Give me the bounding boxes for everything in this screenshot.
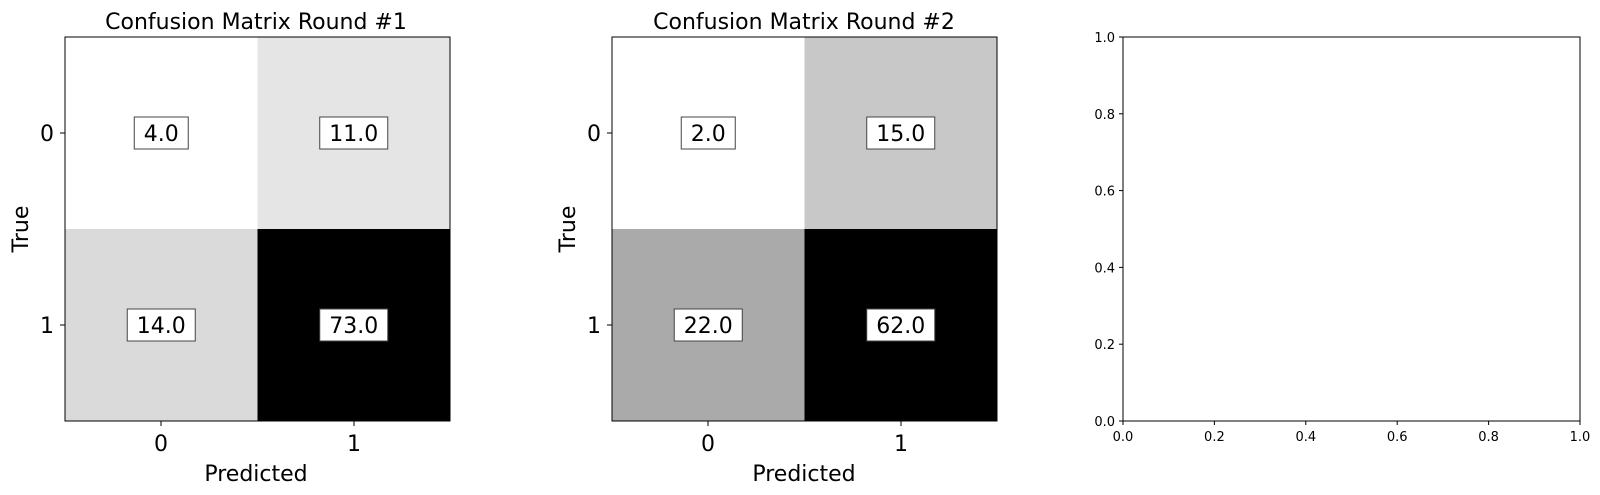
chart-2-cells: 2.0 15.0 22.0 62.0 <box>612 37 997 421</box>
chart-2-value-label-box-0-0 <box>680 116 736 150</box>
chart-3-x-tick-label-2: 0.4 <box>1295 430 1316 445</box>
chart-1-y-axis-label: True <box>9 206 34 254</box>
chart-2-x-tick-label-0: 0 <box>701 432 715 457</box>
chart-1-value-label-box-0-0 <box>133 116 189 150</box>
chart-3-y-tick-label-2: 0.4 <box>1094 261 1115 276</box>
chart-1-value-label-box-1-1 <box>319 308 389 342</box>
chart-3-y-tick-label-0: 0.0 <box>1094 415 1115 430</box>
confusion-matrix-round-2-panel: Confusion Matrix Round #2 2.0 15.0 22.0 62.… <box>556 10 998 487</box>
chart-2-x-tick-label-1: 1 <box>894 432 908 457</box>
chart-2-y-tick-label-0: 0 <box>587 122 601 147</box>
chart-1-value-label-1-0: 14.0 <box>137 314 186 339</box>
chart-1-x-tick-label-0: 0 <box>154 432 168 457</box>
chart-2-y-tick-label-1: 1 <box>587 314 601 339</box>
chart-2-value-label-1-0: 22.0 <box>684 314 733 339</box>
chart-2-y-axis-label: True <box>556 206 581 254</box>
chart-3-x-tick-label-3: 0.6 <box>1387 430 1408 445</box>
empty-axes-panel: 0.0 0.2 0.4 0.6 0.8 1.0 0.0 0.2 0.4 0.6 0.8 1.0 <box>1094 31 1590 445</box>
chart-2-value-label-box-1-1 <box>866 308 936 342</box>
chart-3-x-tick-label-5: 1.0 <box>1570 430 1591 445</box>
chart-2-title: Confusion Matrix Round #2 <box>653 10 955 35</box>
chart-3-y-tick-label-3: 0.6 <box>1094 185 1115 200</box>
chart-3-x-tick-label-1: 0.2 <box>1204 430 1225 445</box>
chart-2-x-axis-label: Predicted <box>752 462 855 487</box>
chart-2-value-label-0-0: 2.0 <box>691 122 726 147</box>
chart-3-x-tick-label-0: 0.0 <box>1113 430 1134 445</box>
chart-1-title: Confusion Matrix Round #1 <box>105 10 407 35</box>
chart-1-y-tick-label-0: 0 <box>40 122 54 147</box>
chart-1-value-label-0-0: 4.0 <box>144 122 179 147</box>
chart-3-plot-frame <box>1122 36 1581 422</box>
chart-1-value-label-1-1: 73.0 <box>329 314 378 339</box>
chart-3-y-tick-label-4: 0.8 <box>1094 108 1115 123</box>
chart-1-x-tick-label-1: 1 <box>347 432 361 457</box>
confusion-matrix-round-1-panel: Confusion Matrix Round #1 4.0 11.0 14.0 73.… <box>9 10 451 487</box>
chart-3-ticks: 0.0 0.2 0.4 0.6 0.8 1.0 0.0 0.2 0.4 0.6 0.8 1.0 <box>1094 31 1590 445</box>
chart-1-plot-frame <box>64 36 451 422</box>
chart-1-value-label-0-1: 11.0 <box>329 122 378 147</box>
chart-2-value-label-0-1: 15.0 <box>876 122 925 147</box>
chart-1-x-axis-label: Predicted <box>204 462 307 487</box>
chart-2-value-label-box-0-1 <box>866 116 936 150</box>
chart-1-value-label-box-0-1 <box>319 116 389 150</box>
chart-3-y-tick-label-5: 1.0 <box>1094 31 1115 46</box>
chart-3-x-tick-label-4: 0.8 <box>1478 430 1499 445</box>
chart-1-y-tick-label-1: 1 <box>40 314 54 339</box>
chart-1-value-label-box-1-0 <box>126 308 196 342</box>
chart-2-plot-frame <box>611 36 998 422</box>
chart-3-y-tick-label-1: 0.2 <box>1094 338 1115 353</box>
chart-2-value-label-1-1: 62.0 <box>876 314 925 339</box>
chart-2-value-label-box-1-0 <box>673 308 743 342</box>
chart-1-cells: 4.0 11.0 14.0 73.0 <box>65 37 450 421</box>
